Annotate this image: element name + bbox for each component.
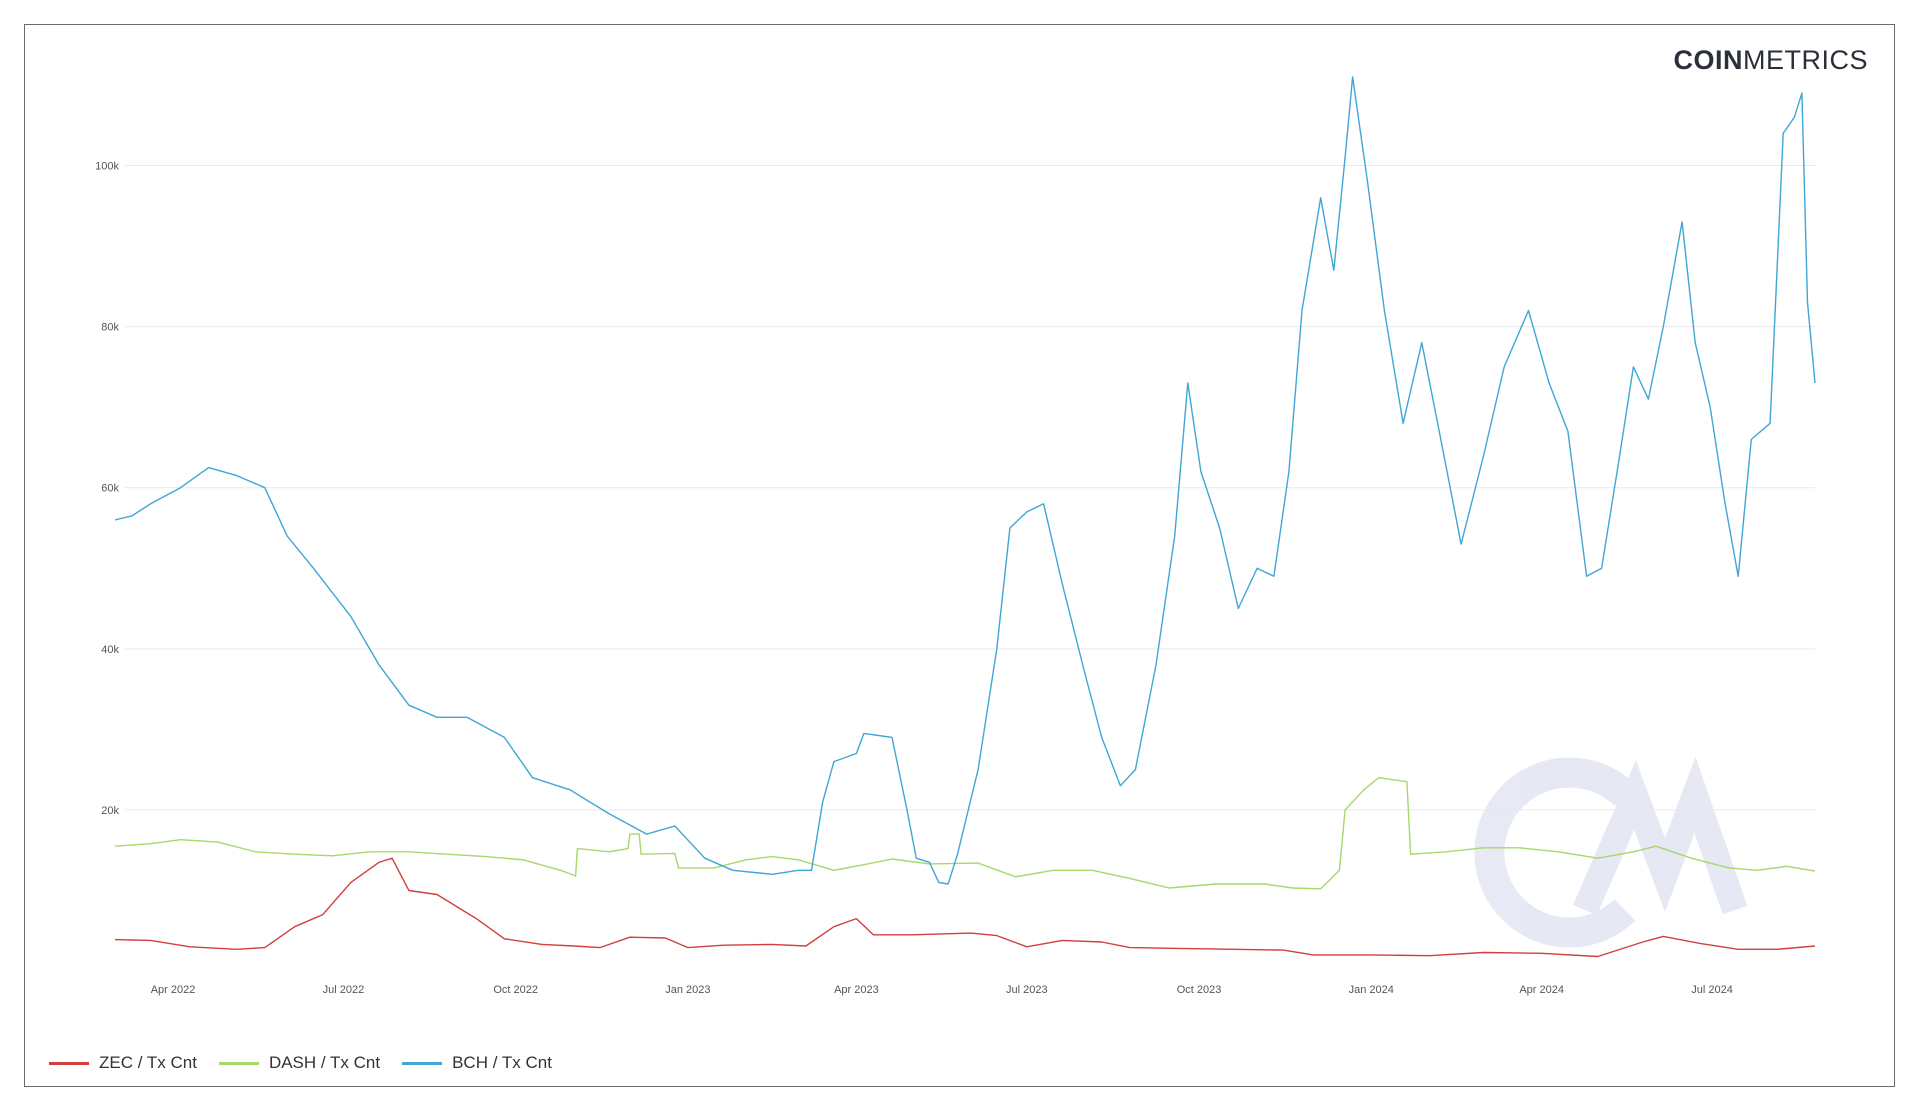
x-axis: Apr 2022 Jul 2022 Oct 2022 Jan 2023 Apr 2023… xyxy=(151,984,1733,996)
y-tick-label: 60k xyxy=(101,483,119,495)
legend: ZEC / Tx Cnt DASH / Tx Cnt BCH / Tx Cnt xyxy=(49,1053,552,1073)
x-tick-label: Jul 2023 xyxy=(1006,984,1048,996)
watermark-logo xyxy=(1474,756,1748,948)
legend-label: DASH / Tx Cnt xyxy=(268,1053,381,1072)
x-tick-label: Jul 2024 xyxy=(1691,984,1733,996)
x-tick-label: Jul 2022 xyxy=(323,984,365,996)
legend-item-zec[interactable]: ZEC / Tx Cnt xyxy=(49,1053,197,1073)
x-tick-label: Jan 2023 xyxy=(665,984,710,996)
legend-swatch xyxy=(49,1061,89,1065)
y-axis: 20k 40k 60k 80k 100k xyxy=(95,161,119,817)
x-tick-label: Apr 2022 xyxy=(151,984,196,996)
series-line-dash xyxy=(114,777,1816,890)
x-tick-label: Jan 2024 xyxy=(1349,984,1394,996)
series-line-zec xyxy=(114,857,1816,958)
legend-swatch xyxy=(402,1061,443,1065)
y-tick-label: 20k xyxy=(101,805,119,817)
brand-logo-bold: COIN xyxy=(1673,45,1743,75)
brand-logo: COINMETRICS xyxy=(1674,45,1869,76)
y-tick-label: 80k xyxy=(101,322,119,334)
x-tick-label: Oct 2022 xyxy=(493,984,538,996)
legend-label: ZEC / Tx Cnt xyxy=(99,1053,197,1072)
series-line-bch xyxy=(114,76,1816,885)
legend-label: BCH / Tx Cnt xyxy=(452,1053,552,1072)
brand-logo-light: METRICS xyxy=(1743,45,1868,75)
grid-lines xyxy=(125,165,1815,811)
series-lines xyxy=(114,76,1816,958)
chart-frame: COINMETRICS 20k 40k 60k 80k 100k Apr 2022 Jul… xyxy=(24,24,1895,1087)
legend-swatch xyxy=(218,1061,259,1065)
y-tick-label: 40k xyxy=(101,644,119,656)
y-tick-label: 100k xyxy=(95,161,119,173)
x-tick-label: Oct 2023 xyxy=(1177,984,1222,996)
line-chart: 20k 40k 60k 80k 100k Apr 2022 Jul 2022 Oct 202… xyxy=(95,76,1816,996)
x-tick-label: Apr 2024 xyxy=(1519,984,1564,996)
legend-item-bch[interactable]: BCH / Tx Cnt xyxy=(402,1053,552,1073)
x-tick-label: Apr 2023 xyxy=(834,984,879,996)
legend-item-dash[interactable]: DASH / Tx Cnt xyxy=(218,1053,381,1073)
